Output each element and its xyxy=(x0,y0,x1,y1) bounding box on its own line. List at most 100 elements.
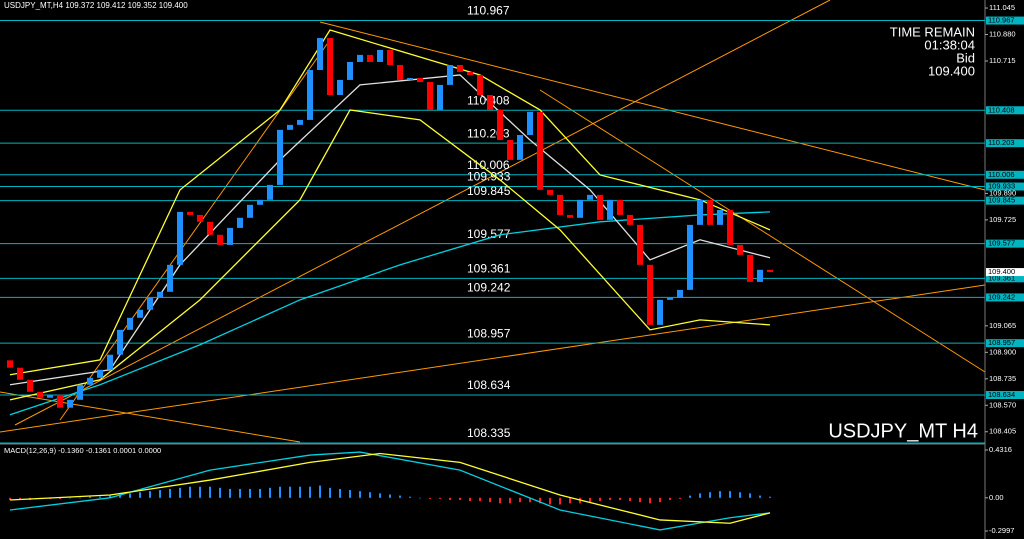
indicator-line xyxy=(9,451,771,531)
candle xyxy=(697,199,703,225)
macd-bar xyxy=(89,496,91,498)
macd-bar xyxy=(329,487,331,498)
level-box xyxy=(986,339,1024,348)
candle xyxy=(117,329,123,355)
level-box xyxy=(986,16,1024,25)
level-box xyxy=(986,274,1024,283)
macd-bar xyxy=(489,497,491,503)
macd-bar xyxy=(169,488,171,498)
candle xyxy=(127,317,133,330)
candle xyxy=(747,254,753,282)
macd-bar xyxy=(569,497,571,504)
macd-bar xyxy=(669,497,671,501)
macd-bar xyxy=(729,491,731,498)
indicator-line xyxy=(9,29,771,376)
header: USDJPY_MT,H4 109.372 109.412 109.352 109… xyxy=(4,1,188,10)
level-box-label: 108.957 xyxy=(988,338,1015,347)
macd-bar xyxy=(229,488,231,498)
macd-bar xyxy=(199,486,201,498)
macd-bar xyxy=(69,497,71,499)
candle xyxy=(267,184,273,200)
candle xyxy=(737,244,743,255)
macd-bar xyxy=(139,492,141,498)
macd-bar xyxy=(219,487,221,498)
macd-bar xyxy=(719,491,721,498)
macd-bar xyxy=(259,488,261,498)
indicator-line xyxy=(9,452,771,524)
macd-bar xyxy=(379,493,381,498)
macd-bar xyxy=(659,497,661,503)
level-box-label: 109.577 xyxy=(988,239,1015,248)
y-tick-label: 109.725 xyxy=(989,215,1016,224)
candle xyxy=(457,65,463,72)
macd-bar xyxy=(289,486,291,498)
candle xyxy=(317,38,323,70)
candle xyxy=(57,394,63,408)
macd-bar xyxy=(449,497,451,501)
candle xyxy=(47,394,53,398)
level-box xyxy=(986,239,1024,248)
macd-bar xyxy=(79,497,81,499)
candle xyxy=(417,78,423,83)
candle xyxy=(37,391,43,398)
macd-bar xyxy=(469,497,471,502)
candle xyxy=(157,291,163,298)
macd-bar xyxy=(769,496,771,498)
level-box xyxy=(986,293,1024,302)
macd-bar xyxy=(369,492,371,498)
y-tick-label: 110.880 xyxy=(989,29,1016,38)
macd-bar xyxy=(419,497,421,499)
candle xyxy=(87,377,93,385)
candle xyxy=(707,199,713,225)
macd-bar xyxy=(429,497,431,499)
macd-bar xyxy=(119,494,121,498)
candle xyxy=(757,269,763,282)
y-tick-label: 108.735 xyxy=(989,374,1016,383)
macd-title: MACD(12,26,9) -0.1360 -0.1361 0.0001 0.0… xyxy=(4,446,161,455)
macd-bar xyxy=(409,496,411,498)
macd-bar xyxy=(459,497,461,501)
level-label: 110.006 xyxy=(467,158,510,172)
level-box xyxy=(986,106,1024,115)
level-label: 109.361 xyxy=(467,261,511,275)
macd-bar xyxy=(619,497,621,501)
y-tick-label: 109.890 xyxy=(989,188,1016,197)
candle xyxy=(107,354,113,370)
level-box-label: 110.203 xyxy=(988,138,1015,147)
candle xyxy=(477,74,483,96)
macd-bar xyxy=(599,497,601,502)
macd-bar xyxy=(479,497,481,502)
candle xyxy=(357,54,363,62)
candle xyxy=(657,299,663,325)
macd-bar xyxy=(279,486,281,498)
bid-title: Bid xyxy=(956,50,975,65)
level-box-label: 110.967 xyxy=(988,16,1015,25)
macd-bar xyxy=(609,497,611,501)
candle xyxy=(197,214,203,222)
candle xyxy=(247,204,253,218)
candle xyxy=(77,384,83,400)
level-label: 110.967 xyxy=(467,4,510,18)
candle xyxy=(307,69,313,120)
candle xyxy=(407,78,413,80)
candle xyxy=(507,139,513,160)
candle xyxy=(387,49,393,66)
candle xyxy=(667,297,673,300)
macd-bar xyxy=(209,486,211,498)
macd-bar xyxy=(319,485,321,498)
candle xyxy=(517,134,523,160)
macd-bar xyxy=(509,497,511,504)
candle xyxy=(557,194,563,215)
level-label: 108.335 xyxy=(467,426,511,440)
candle xyxy=(397,65,403,80)
y-tick-label: 108.900 xyxy=(989,347,1016,356)
macd-bar xyxy=(549,497,551,505)
level-label: 108.957 xyxy=(467,326,511,340)
level-box-label: 109.845 xyxy=(988,196,1015,205)
level-label: 109.577 xyxy=(467,227,511,241)
candle xyxy=(687,224,693,290)
candle xyxy=(527,111,533,135)
candle xyxy=(547,189,553,195)
